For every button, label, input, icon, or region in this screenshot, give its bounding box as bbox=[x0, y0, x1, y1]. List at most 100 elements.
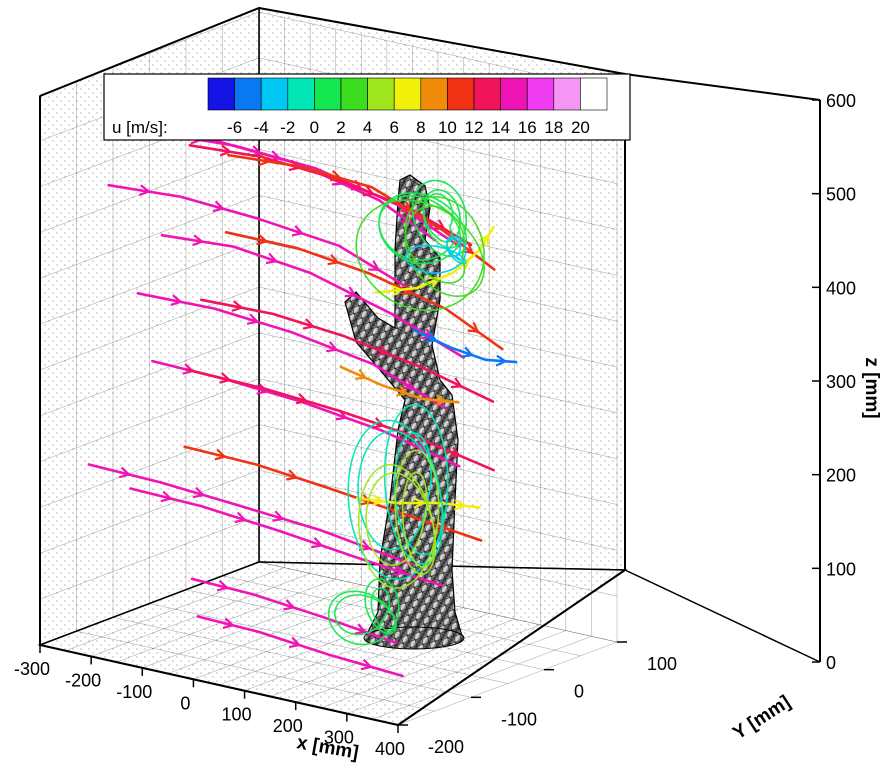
colorbar-label: u [m/s]: bbox=[112, 118, 168, 137]
x-tick-label: 200 bbox=[273, 716, 303, 736]
colorbar-tick-label: 18 bbox=[544, 118, 563, 137]
x-tick-label: -100 bbox=[116, 682, 152, 702]
z-tick-label: 600 bbox=[826, 91, 856, 111]
z-tick-label: 500 bbox=[826, 185, 856, 205]
streamline bbox=[185, 368, 495, 472]
streamline bbox=[183, 445, 483, 542]
streamline-arrow bbox=[160, 490, 173, 503]
streamline-arrow bbox=[362, 185, 375, 197]
streamline-arrow bbox=[376, 344, 390, 356]
colorbar-tick-label: 0 bbox=[310, 118, 319, 137]
streamline-arrow bbox=[311, 537, 324, 549]
y-tick-label: -200 bbox=[428, 737, 464, 757]
y-tick-label: 0 bbox=[574, 682, 584, 702]
streamline-arrow bbox=[285, 469, 299, 481]
streamline-arrow bbox=[355, 368, 368, 380]
streamline-arrow bbox=[216, 579, 230, 592]
colorbar-swatch bbox=[367, 77, 395, 111]
colorbar-tick-label: -6 bbox=[227, 118, 242, 137]
streamline-arrow bbox=[118, 466, 132, 479]
colorbar-swatch bbox=[287, 77, 315, 111]
streamline-arrow bbox=[372, 494, 385, 507]
streamline-arrow bbox=[256, 233, 269, 246]
streamline-arrow bbox=[453, 498, 467, 511]
colorbar-tick-label: 14 bbox=[491, 118, 510, 137]
colorbar-swatch bbox=[260, 77, 289, 111]
streamline-arrow bbox=[265, 252, 279, 265]
colorbar-tick-label: 6 bbox=[389, 118, 398, 137]
streamline bbox=[107, 183, 412, 291]
x-tick-label: 300 bbox=[324, 728, 354, 748]
colorbar-swatch bbox=[314, 77, 342, 111]
streamline-arrow bbox=[449, 446, 462, 458]
x-tick-label: 400 bbox=[375, 739, 405, 759]
streamline bbox=[136, 292, 446, 409]
streamline-arrow bbox=[234, 511, 247, 524]
colorbar-tick-label: 8 bbox=[416, 118, 425, 137]
streamline-arrow bbox=[258, 154, 271, 167]
streamline-arrow bbox=[372, 417, 385, 429]
streamline-arrow bbox=[400, 201, 414, 213]
streamline-arrow bbox=[390, 284, 404, 297]
streamline bbox=[129, 487, 444, 587]
streamline-arrow bbox=[396, 385, 409, 397]
streamline-arrow bbox=[433, 219, 447, 231]
streamline bbox=[355, 497, 481, 509]
colorbar-swatch bbox=[207, 77, 235, 111]
x-tick-label: -200 bbox=[65, 670, 101, 690]
streamline-arrow bbox=[192, 486, 206, 499]
colorbar-swatches bbox=[207, 77, 608, 111]
streamline-arrow bbox=[354, 623, 368, 635]
streamline-arrow bbox=[495, 354, 508, 367]
streamline-arrow bbox=[425, 331, 438, 343]
streamline-arrow bbox=[360, 494, 373, 506]
x-tick-label: -300 bbox=[14, 659, 50, 679]
colorbar-tick-label: 12 bbox=[465, 118, 484, 137]
streamline-arrow bbox=[231, 300, 244, 312]
streamline-arrow bbox=[272, 510, 285, 522]
y-axis-title: Y [mm] bbox=[729, 692, 794, 745]
streamline-arrow bbox=[450, 377, 464, 389]
z-tick-label: 400 bbox=[826, 278, 856, 298]
y-tick-label: 100 bbox=[647, 654, 677, 674]
streamline bbox=[188, 144, 473, 247]
colorbar-swatch bbox=[393, 77, 422, 111]
streamline bbox=[160, 233, 465, 359]
streamline-arrow bbox=[401, 284, 414, 295]
streamline-arrow bbox=[360, 658, 374, 671]
streamline-arrow bbox=[392, 564, 406, 576]
streamline-arrow bbox=[246, 313, 260, 325]
streamline-arrow bbox=[212, 200, 226, 213]
colorbar-swatch bbox=[526, 77, 555, 111]
colorbar-tick-labels: -6 -4 -2 0 2 4 6 8 10 12 14 16 18 20 bbox=[227, 118, 590, 137]
z-tick-label: 100 bbox=[826, 559, 856, 579]
z-tick-label: 200 bbox=[826, 466, 856, 486]
streamline-arrow bbox=[326, 341, 339, 353]
colorbar-swatch bbox=[447, 77, 475, 111]
streamlines bbox=[87, 125, 518, 678]
streamline bbox=[190, 577, 398, 645]
colorbar-tick-label: 10 bbox=[438, 118, 457, 137]
streamline-arrow bbox=[219, 144, 233, 157]
vortex-streamline bbox=[358, 449, 440, 589]
colorbar-swatch bbox=[580, 77, 608, 111]
colorbar-swatch bbox=[340, 77, 368, 111]
streamline-arrow bbox=[219, 372, 232, 384]
colorbar-tick-label: 20 bbox=[571, 118, 590, 137]
streamline bbox=[200, 298, 495, 403]
colorbar-swatch bbox=[553, 77, 581, 111]
streamline bbox=[87, 463, 413, 566]
streamline-arrow bbox=[435, 394, 448, 407]
z-axis-title: z [mm] bbox=[861, 357, 882, 418]
streamline bbox=[224, 231, 504, 351]
streamline-arrow bbox=[402, 378, 415, 390]
colorbar-tick-label: 16 bbox=[518, 118, 537, 137]
x-tick-label: 0 bbox=[180, 693, 190, 713]
z-tick-label: 300 bbox=[826, 372, 856, 392]
colorbar-tick-label: 4 bbox=[363, 118, 372, 137]
colorbar-legend: u [m/s]: -6 -4 -2 0 2 4 6 8 10 12 14 16 18 20 bbox=[103, 73, 631, 141]
streamline-arrow bbox=[413, 497, 426, 509]
streamline-arrow bbox=[288, 636, 302, 649]
streamline bbox=[196, 615, 404, 678]
